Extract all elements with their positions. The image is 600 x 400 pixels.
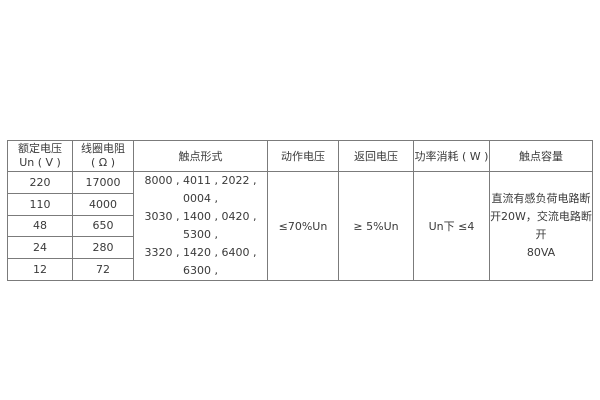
- cell-power-consumption: Un下 ≤4: [413, 171, 490, 281]
- header-rated-voltage: 额定电压 Un ( V ): [7, 140, 73, 172]
- cell-rated-voltage-4: 12: [7, 258, 73, 281]
- cell-contact-capacity: 直流有感负荷电路断 开20W，交流电路断开 80VA: [489, 171, 593, 281]
- cell-rated-voltage-2: 48: [7, 214, 73, 238]
- header-power-consumption: 功率消耗 ( W ): [413, 140, 490, 172]
- spec-table: 额定电压 Un ( V ) 线圈电阻 ( Ω ) 触点形式 动作电压 返回电压 …: [7, 140, 593, 281]
- table-row: 24 280: [7, 236, 593, 260]
- header-contact-capacity: 触点容量: [489, 140, 593, 172]
- header-row: 额定电压 Un ( V ) 线圈电阻 ( Ω ) 触点形式 动作电压 返回电压 …: [7, 140, 593, 172]
- cell-return-voltage: ≥ 5%Un: [338, 171, 414, 281]
- cell-coil-resistance-0: 17000: [72, 171, 134, 194]
- cell-rated-voltage-3: 24: [7, 236, 73, 260]
- header-return-voltage: 返回电压: [338, 140, 414, 172]
- header-coil-resistance: 线圈电阻 ( Ω ): [72, 140, 134, 172]
- header-operating-voltage: 动作电压: [267, 140, 339, 172]
- header-contact-form: 触点形式: [133, 140, 268, 172]
- cell-rated-voltage-1: 110: [7, 192, 73, 216]
- cell-coil-resistance-3: 280: [72, 236, 134, 260]
- cell-operating-voltage: ≤70%Un: [267, 171, 339, 281]
- table-row: 220 17000 8000 , 4011 , 2022 , 0004 , 30…: [7, 171, 593, 281]
- cell-coil-resistance-2: 650: [72, 214, 134, 238]
- table-row: 12 72: [7, 258, 593, 281]
- cell-contact-form: 8000 , 4011 , 2022 , 0004 , 3030 , 1400 …: [133, 171, 268, 281]
- cell-rated-voltage-0: 220: [7, 171, 73, 194]
- cell-coil-resistance-1: 4000: [72, 192, 134, 216]
- cell-coil-resistance-4: 72: [72, 258, 134, 281]
